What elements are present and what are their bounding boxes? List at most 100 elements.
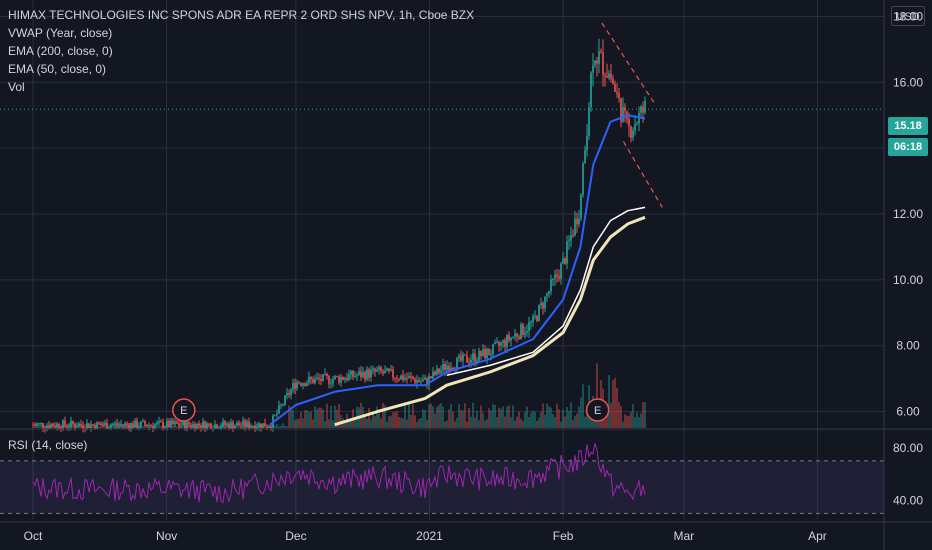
volume-bar bbox=[574, 415, 576, 428]
candle-body bbox=[388, 368, 390, 371]
candle-body bbox=[360, 371, 362, 378]
candle-body bbox=[396, 378, 398, 380]
candle-body bbox=[356, 375, 358, 377]
candle-body bbox=[584, 150, 586, 164]
candle-body bbox=[418, 380, 420, 382]
candle-body bbox=[162, 421, 164, 429]
volume-bar bbox=[546, 403, 548, 428]
volume-bar bbox=[406, 419, 408, 428]
volume-bar bbox=[308, 411, 310, 428]
pattern-upper-line bbox=[601, 22, 655, 103]
candle-body bbox=[94, 424, 96, 429]
candle-body bbox=[522, 324, 524, 335]
candle-body bbox=[380, 367, 382, 372]
candle-body bbox=[130, 423, 132, 429]
volume-bar bbox=[608, 375, 610, 428]
volume-bar bbox=[538, 417, 540, 428]
volume-bar bbox=[586, 406, 588, 428]
candle-body bbox=[562, 258, 564, 264]
candle-body bbox=[398, 379, 400, 381]
y-tick-label: 16.00 bbox=[893, 75, 923, 89]
volume-bar bbox=[274, 425, 276, 428]
volume-bar bbox=[378, 413, 380, 428]
candle-body bbox=[482, 349, 484, 357]
candle-body bbox=[542, 302, 544, 309]
candle-body bbox=[34, 424, 36, 426]
candle-body bbox=[508, 335, 510, 341]
candle-body bbox=[592, 65, 594, 73]
y-tick-label: 8.00 bbox=[896, 339, 920, 353]
legend-ema200[interactable]: EMA (200, close, 0) bbox=[8, 44, 113, 58]
candle-body bbox=[206, 423, 208, 430]
candle-body bbox=[602, 52, 604, 75]
candle-body bbox=[534, 315, 536, 317]
candle-body bbox=[270, 426, 272, 428]
candle-body bbox=[122, 424, 124, 426]
legend-vwap[interactable]: VWAP (Year, close) bbox=[8, 26, 113, 40]
candle-body bbox=[294, 382, 296, 389]
volume-bar bbox=[484, 420, 486, 428]
volume-bar bbox=[480, 405, 482, 428]
rsi-legend[interactable]: RSI (14, close) bbox=[8, 438, 88, 452]
volume-bar bbox=[396, 411, 398, 428]
candle-body bbox=[104, 422, 106, 426]
candle-body bbox=[374, 368, 376, 372]
symbol-title[interactable]: HIMAX TECHNOLOGIES INC SPONS ADR EA REPR… bbox=[8, 8, 475, 22]
candle-body bbox=[304, 383, 306, 387]
volume-bar bbox=[630, 411, 632, 428]
earnings-marker-label: E bbox=[594, 405, 601, 417]
volume-bar bbox=[464, 403, 466, 428]
candle-body bbox=[46, 425, 48, 429]
volume-bar bbox=[580, 397, 582, 428]
candle-body bbox=[306, 382, 308, 387]
legend-ema50[interactable]: EMA (50, close, 0) bbox=[8, 62, 107, 76]
candle-body bbox=[322, 374, 324, 381]
candle-body bbox=[540, 302, 542, 306]
candle-body bbox=[336, 375, 338, 377]
volume-bar bbox=[416, 421, 418, 428]
candle-body bbox=[188, 421, 190, 426]
candle-body bbox=[74, 424, 76, 428]
candle-body bbox=[72, 420, 74, 425]
candle-body bbox=[142, 421, 144, 423]
volume-bar bbox=[104, 425, 106, 428]
volume-bar bbox=[584, 416, 586, 428]
volume-bar bbox=[408, 404, 410, 428]
volume-bar bbox=[494, 404, 496, 428]
volume-bar bbox=[420, 418, 422, 428]
candle-body bbox=[510, 337, 512, 341]
candle-body bbox=[448, 365, 450, 371]
candle-body bbox=[230, 422, 232, 429]
candle-body bbox=[268, 426, 270, 428]
candle-body bbox=[390, 369, 392, 371]
candle-body bbox=[348, 374, 350, 380]
candle-body bbox=[316, 377, 318, 379]
candle-body bbox=[286, 393, 288, 396]
candle-body bbox=[526, 330, 528, 333]
candle-body bbox=[136, 420, 138, 428]
legend-vol[interactable]: Vol bbox=[8, 80, 25, 94]
volume-bar bbox=[432, 406, 434, 428]
candle-body bbox=[544, 296, 546, 309]
volume-bar bbox=[562, 409, 564, 428]
candle-body bbox=[484, 349, 486, 359]
candle-body bbox=[96, 422, 98, 429]
volume-bar bbox=[84, 424, 86, 428]
currency-button[interactable]: USD bbox=[891, 6, 925, 26]
triangle-pattern[interactable] bbox=[601, 22, 663, 208]
candle-body bbox=[440, 370, 442, 374]
candle-body bbox=[202, 421, 204, 428]
candle-body bbox=[156, 422, 158, 425]
candle-body bbox=[460, 355, 462, 361]
candle-body bbox=[632, 130, 634, 138]
volume-bar bbox=[290, 406, 292, 428]
y-tick-label: 10.00 bbox=[893, 273, 923, 287]
volume-bar bbox=[566, 407, 568, 428]
volume-bar bbox=[172, 425, 174, 428]
candle-body bbox=[168, 420, 170, 427]
volume-bar bbox=[384, 405, 386, 428]
candle-body bbox=[506, 335, 508, 347]
volume-bar bbox=[72, 425, 74, 428]
